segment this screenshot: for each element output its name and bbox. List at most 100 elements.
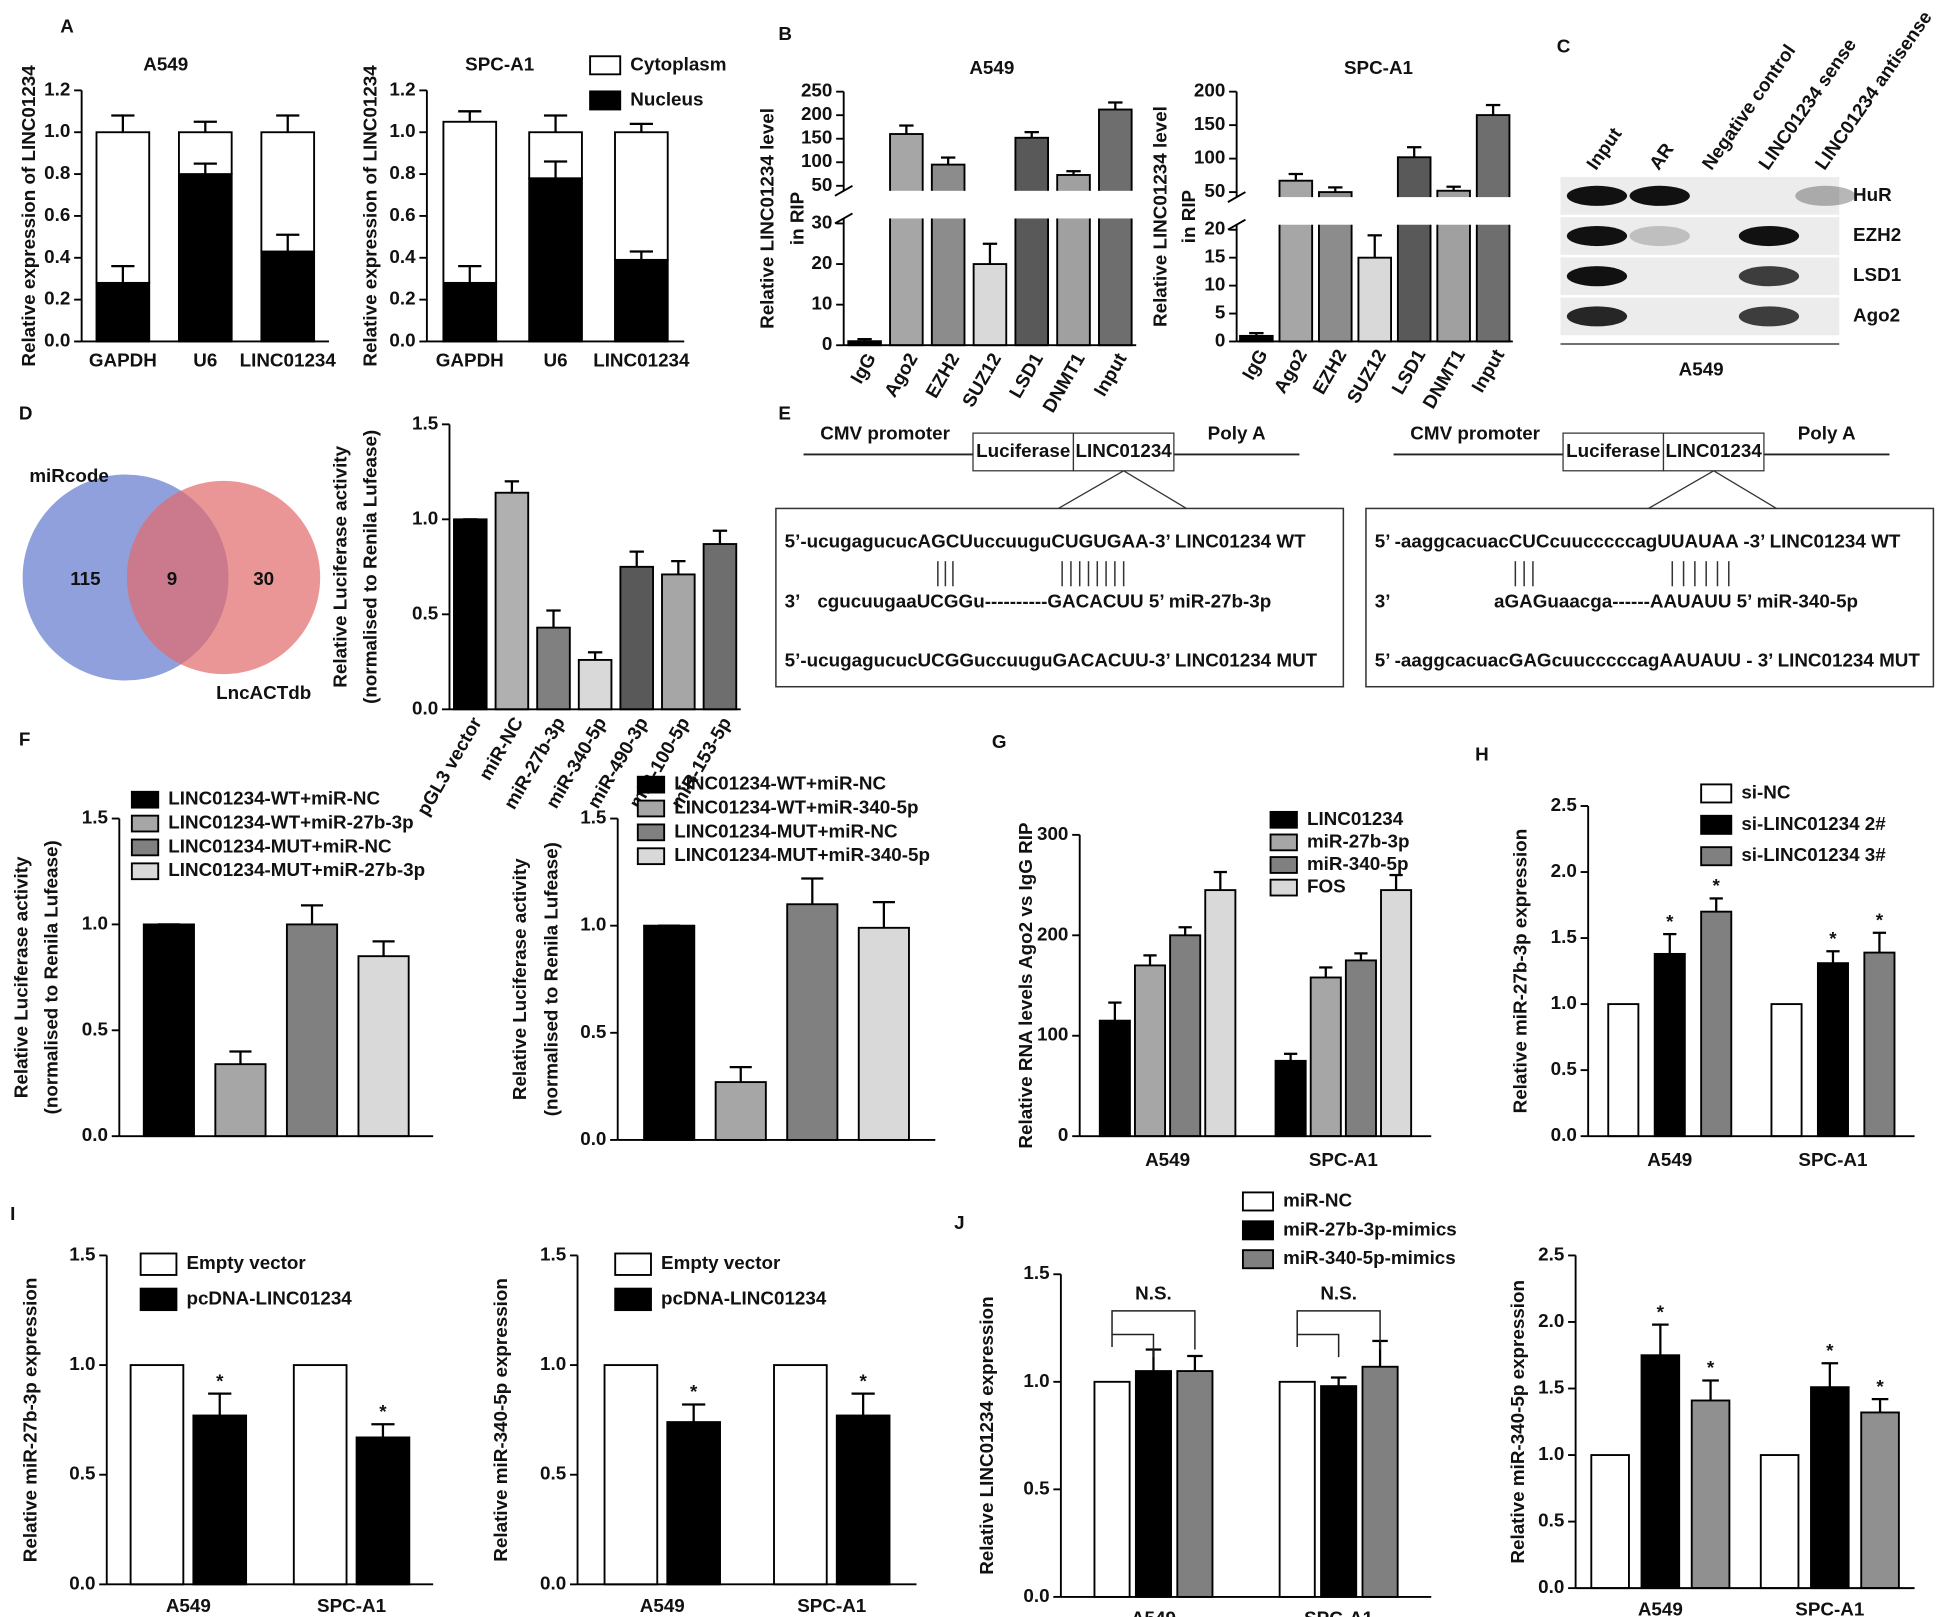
- construct-box: [1072, 432, 1175, 472]
- legend-swatch: [636, 799, 666, 818]
- error-bar: [1187, 1354, 1203, 1372]
- blot-band: [1795, 185, 1856, 206]
- error-bar: [1319, 966, 1333, 978]
- legend-label: LINC01234: [1307, 808, 1404, 829]
- legend-label: Empty vector: [661, 1252, 781, 1273]
- chart-title: SPC-A1: [1344, 57, 1413, 78]
- bar: [95, 131, 151, 284]
- x-tick-label: U6: [193, 350, 217, 371]
- legend-swatch: [636, 823, 666, 842]
- bar: [857, 926, 910, 1141]
- sequence-prefix: 3’: [785, 591, 801, 612]
- y-tick-label: 1.0: [82, 912, 108, 933]
- significance-star: *: [690, 1381, 698, 1402]
- y-tick-label: 1.5: [1023, 1262, 1049, 1283]
- error-bar: [193, 120, 217, 133]
- bar: [773, 1364, 828, 1586]
- x-tick-label: GAPDH: [89, 350, 157, 371]
- x-tick-label: Ago2: [880, 349, 922, 400]
- y-axis-label: Relative miR-27b-3p expression: [19, 1278, 40, 1563]
- y-tick-label: 300: [1037, 823, 1068, 844]
- legend-swatch: [636, 847, 666, 866]
- legend-label: LINC01234-WT+miR-NC: [674, 773, 886, 794]
- y-tick-label: 150: [1194, 113, 1225, 134]
- bar: [1607, 1003, 1640, 1138]
- y-tick-label: 100: [801, 150, 832, 171]
- y-tick-label: 1.5: [1551, 926, 1577, 947]
- y-tick-label: 1.0: [540, 1353, 566, 1374]
- error-bar: [899, 124, 914, 135]
- y-tick-label: 0.0: [44, 329, 70, 350]
- error-bar: [1283, 1052, 1298, 1061]
- x-tick-label: SPC-A1: [1798, 1149, 1867, 1170]
- error-bar: [801, 877, 824, 905]
- bar: [1770, 1003, 1803, 1138]
- x-tick-label: SUZ12: [958, 349, 1005, 410]
- x-tick-label: A549: [1638, 1599, 1683, 1617]
- bar: [1204, 889, 1237, 1138]
- error-bar: [372, 940, 395, 957]
- error-bar: [458, 265, 482, 283]
- bar: [357, 955, 410, 1138]
- bar: [129, 1364, 185, 1586]
- blot-band: [1738, 266, 1800, 287]
- bar: [292, 1364, 348, 1586]
- error-bar: [1652, 1323, 1669, 1356]
- bar: [285, 923, 339, 1138]
- legend-swatch: [130, 838, 160, 857]
- x-tick-label: SPC-A1: [1795, 1599, 1864, 1617]
- blot-caption: A549: [1679, 358, 1724, 379]
- error-bar: [872, 900, 895, 928]
- legend-label: miR-NC: [1283, 1189, 1352, 1210]
- venn-label: LncACTdb: [216, 682, 311, 703]
- error-bar: [229, 1050, 252, 1065]
- legend-swatch: [1700, 783, 1733, 804]
- error-bar: [458, 110, 482, 122]
- error-bar: [729, 1065, 752, 1083]
- y-tick-label: 50: [1204, 180, 1225, 201]
- error-bar: [543, 114, 568, 133]
- blot-band: [1738, 306, 1800, 327]
- blot-column-label: Input: [1582, 123, 1626, 173]
- y-tick-label: 0.5: [1538, 1510, 1564, 1531]
- legend-swatch: [139, 1252, 178, 1276]
- y-tick-label: 1.5: [540, 1243, 566, 1264]
- panel-label: E: [778, 402, 791, 423]
- error-bar: [940, 156, 956, 165]
- error-bar: [851, 1392, 875, 1416]
- error-bar: [543, 160, 568, 179]
- blot-band: [1566, 225, 1628, 247]
- y-tick-label: 0.6: [44, 204, 70, 225]
- x-tick-label: Input: [1467, 345, 1509, 396]
- panel-label: G: [992, 731, 1007, 752]
- panel-label: A: [60, 16, 74, 37]
- error-bar: [682, 1403, 706, 1423]
- significance-star: *: [1876, 909, 1884, 930]
- error-bar: [111, 114, 135, 133]
- y-tick-label: 1.0: [1551, 992, 1577, 1013]
- x-tick-label: Input: [1089, 349, 1131, 400]
- x-tick-label: IgG: [1238, 346, 1272, 384]
- legend-swatch: [614, 1287, 652, 1312]
- error-bar: [1709, 897, 1723, 912]
- y-tick-label: 2.0: [1538, 1310, 1564, 1331]
- bar: [614, 131, 669, 261]
- zoom-lines: [1058, 470, 1187, 509]
- y-tick-label: 1.2: [389, 78, 415, 99]
- bar: [536, 626, 571, 711]
- bar: [355, 1436, 411, 1586]
- y-tick-label: 200: [1037, 923, 1068, 944]
- bar: [786, 903, 839, 1141]
- bar: [1344, 959, 1377, 1138]
- venn-count: 115: [70, 568, 100, 589]
- error-bar: [587, 651, 603, 660]
- bar: [1690, 1399, 1731, 1590]
- x-tick-label: A549: [1145, 1149, 1190, 1170]
- legend-label: miR-27b-3p: [1307, 830, 1410, 851]
- legend-label: si-LINC01234 2#: [1741, 813, 1886, 834]
- blot-band: [1629, 225, 1690, 247]
- bracket: N.S.: [1296, 1282, 1381, 1358]
- bar: [1640, 1354, 1681, 1590]
- y-tick-label: 0.0: [1551, 1124, 1577, 1145]
- sequence-wt: 5’ -aaggcacuacCUCcuucccccagUUAUAA -3’ LI…: [1375, 530, 1901, 551]
